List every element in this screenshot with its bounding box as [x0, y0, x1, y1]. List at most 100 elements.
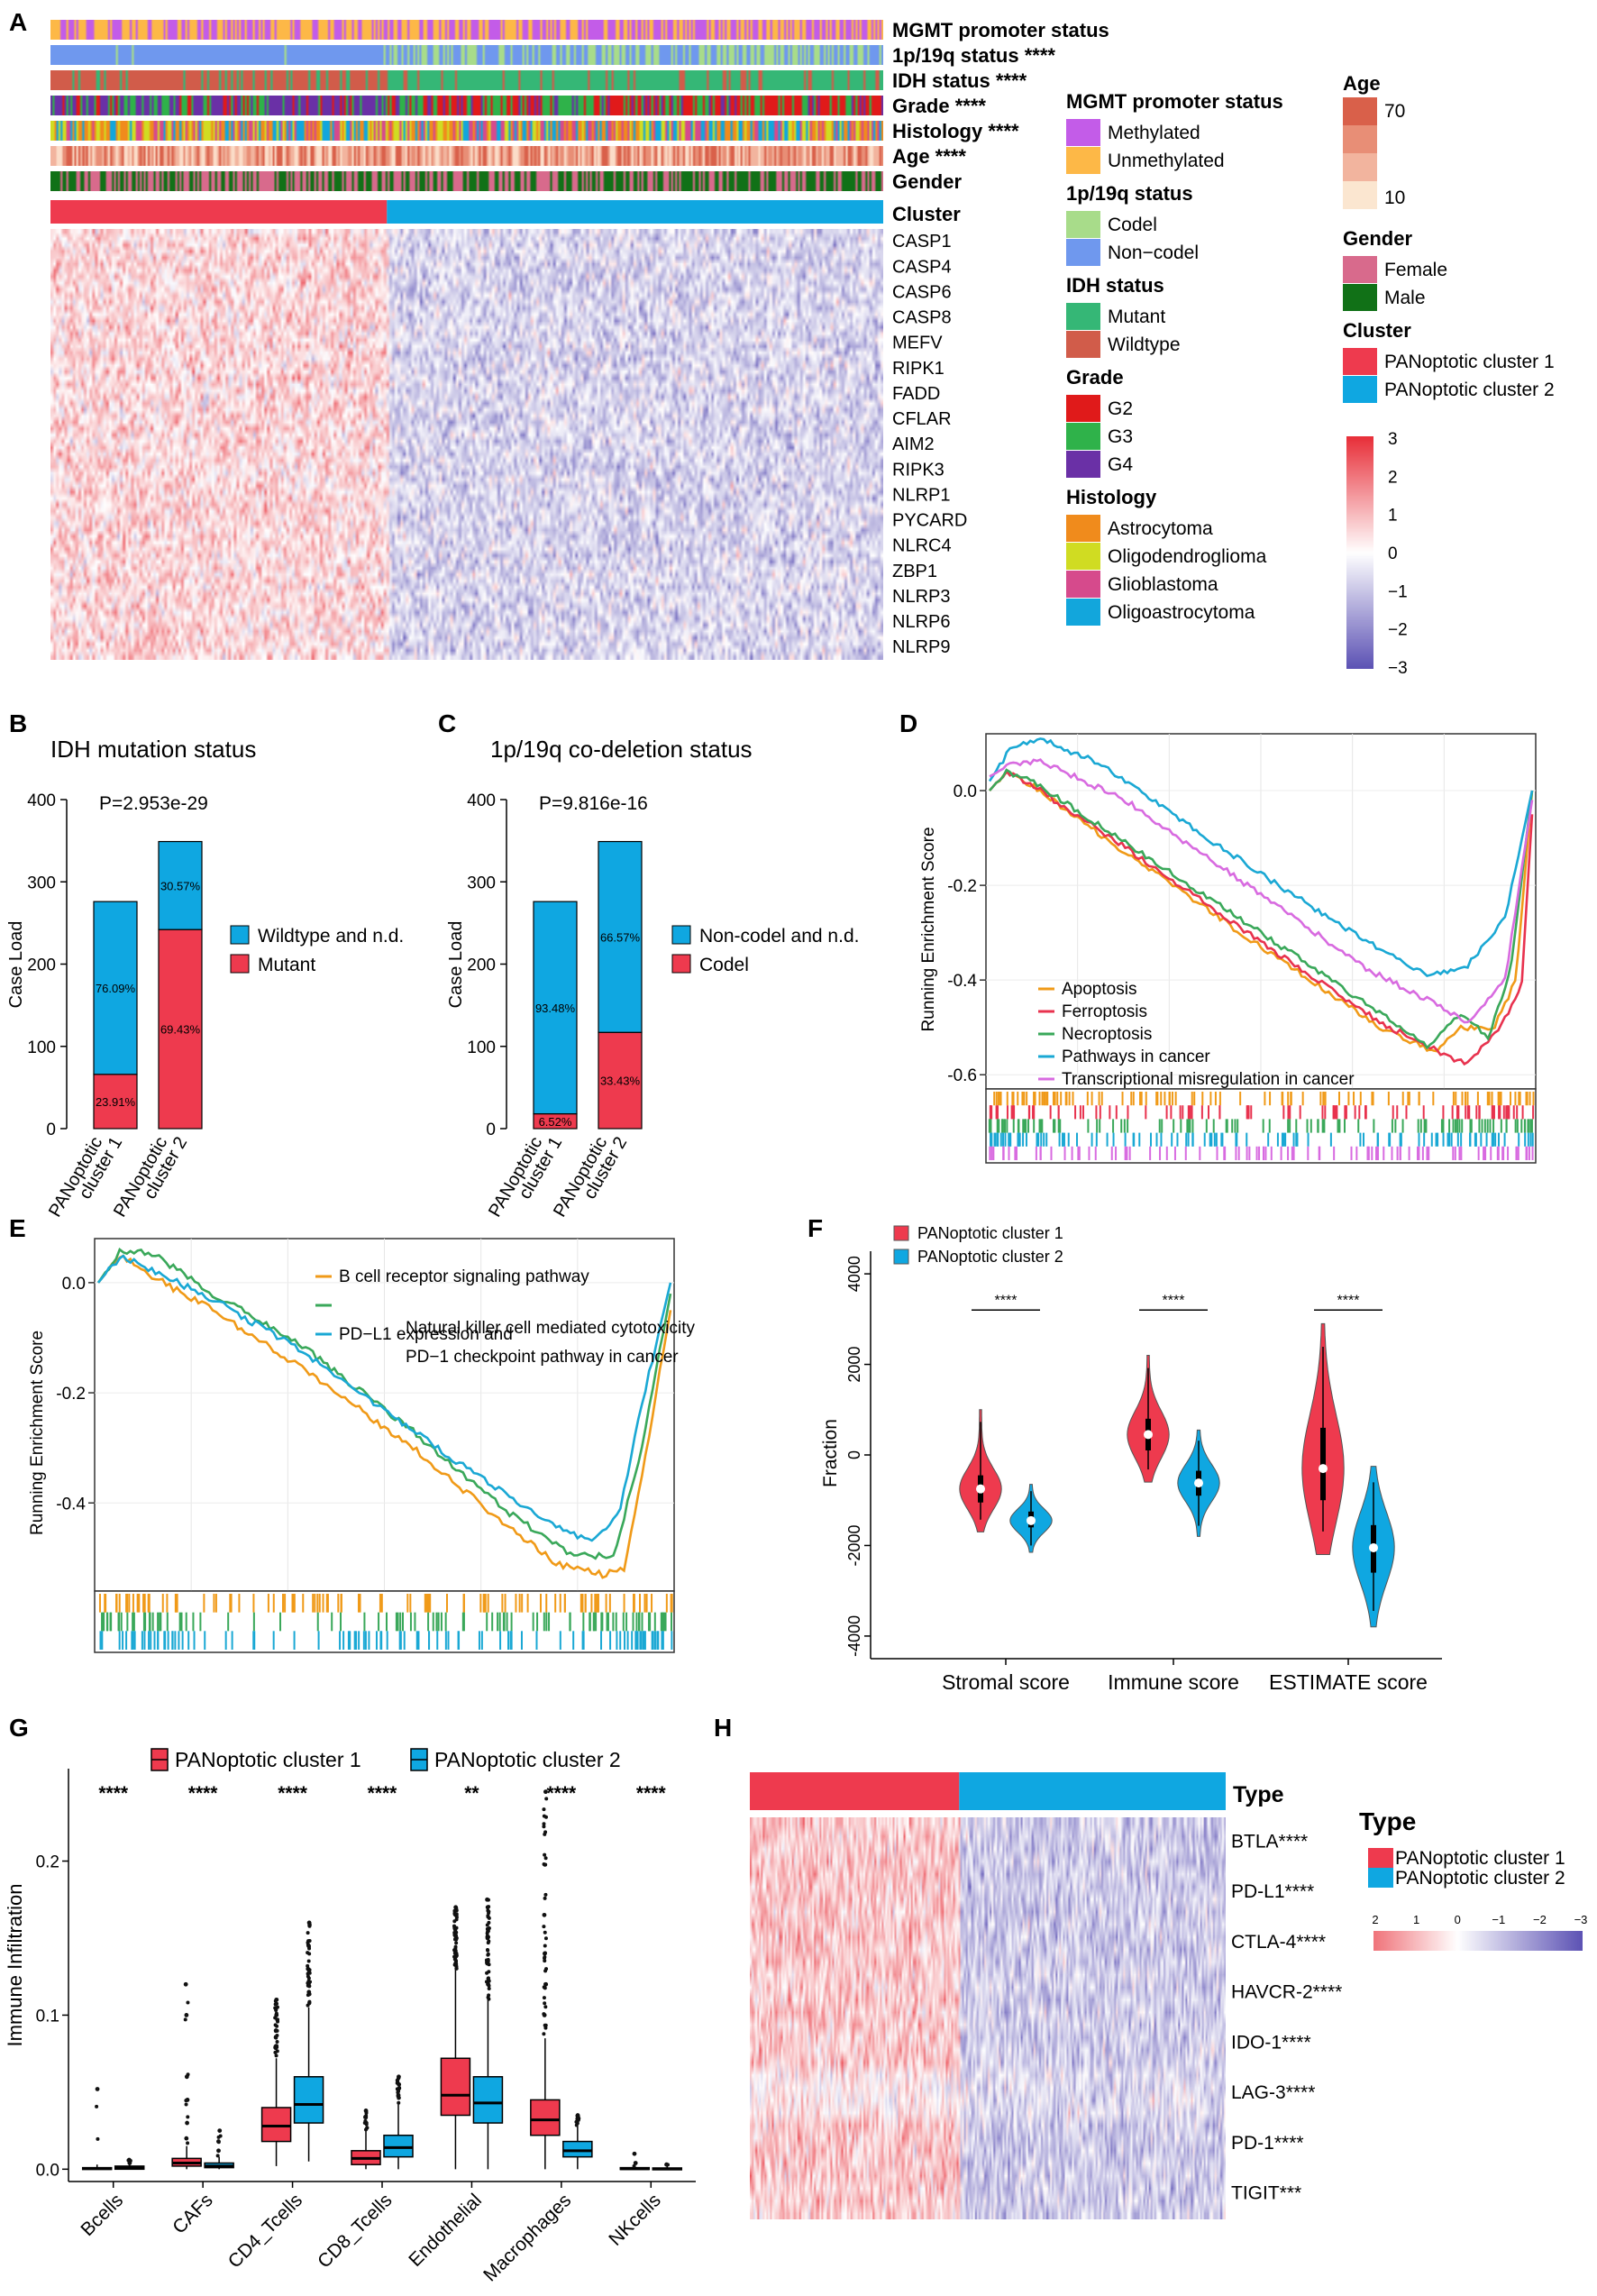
annotation-label: Grade **** — [892, 95, 986, 117]
legend-item: PANoptotic cluster 2 — [1384, 380, 1555, 400]
enrichment-line — [97, 1254, 672, 1579]
outlier-point — [306, 1976, 311, 1980]
bar-segment — [598, 1031, 643, 1130]
outlier-point — [574, 2119, 579, 2124]
outlier-point — [485, 1926, 489, 1931]
gene-label: NLRC4 — [892, 536, 952, 556]
box-body — [293, 2076, 324, 2124]
age-swatch — [1343, 97, 1377, 125]
legend-item: G4 — [1108, 454, 1133, 475]
checkpoint-heatmap — [750, 1817, 1226, 2219]
outlier-point — [632, 2151, 637, 2156]
outlier-point — [215, 2154, 220, 2158]
bar-label: 66.57% — [600, 930, 641, 944]
panel-f-violin: -4000 -2000 0 2000 4000 Fraction Stromal score… — [820, 1224, 1442, 1694]
outlier-point — [307, 1952, 312, 1956]
gene-label: IDO-1**** — [1231, 2032, 1311, 2053]
y-tick-label: 100 — [467, 1038, 496, 1057]
annotation-track — [50, 121, 883, 141]
outlier-point — [454, 1934, 459, 1938]
legend-item: Astrocytoma — [1108, 518, 1213, 539]
colorbar-tick: 1 — [1388, 507, 1398, 526]
y-tick-label: 400 — [467, 791, 496, 810]
outlier-point — [632, 2163, 636, 2168]
box-body — [472, 2076, 504, 2124]
y-tick-label: -0.2 — [56, 1385, 86, 1404]
enrichment-line — [989, 758, 1534, 1024]
violin-median — [1144, 1430, 1153, 1440]
y-tick-label: 4000 — [845, 1256, 863, 1292]
outlier-point — [487, 1986, 491, 1990]
enrichment-line — [989, 768, 1534, 1050]
gene-label: AIM2 — [892, 435, 935, 454]
outlier-point — [543, 1830, 548, 1834]
y-axis-label: Fraction — [820, 1419, 841, 1487]
legend-item: Oligodendroglioma — [1108, 546, 1267, 567]
outlier-point — [487, 1983, 491, 1988]
outlier-point — [485, 1935, 489, 1940]
legend-item: PANoptotic cluster 1 — [1395, 1848, 1565, 1869]
outlier-point — [216, 2140, 221, 2145]
legend-item: G2 — [1108, 398, 1133, 419]
y-tick-label: 0 — [486, 1121, 496, 1139]
gene-label: CTLA-4**** — [1231, 1932, 1326, 1953]
gene-label: PYCARD — [892, 511, 967, 531]
outlier-point — [486, 1941, 490, 1945]
y-tick-label: 200 — [467, 956, 496, 975]
outlier-point — [542, 1814, 546, 1818]
annotation-label: MGMT promoter status — [892, 19, 1109, 41]
annotation-track — [50, 96, 883, 115]
box-body — [440, 2057, 471, 2117]
outlier-point — [95, 2104, 99, 2108]
y-tick-label: 300 — [467, 874, 496, 892]
outlier-point — [454, 1930, 459, 1935]
outlier-point — [486, 1995, 490, 1999]
outlier-point — [452, 1954, 457, 1959]
outlier-point — [542, 1807, 546, 1812]
legend-item: PANoptotic cluster 1 — [917, 1224, 1063, 1242]
legend-swatch — [1066, 239, 1100, 266]
bar-label: 93.48% — [535, 1002, 576, 1015]
outlier-point — [306, 1931, 310, 1935]
x-tick-label: Immune score — [1108, 1670, 1239, 1694]
gene-label: NLRP3 — [892, 587, 950, 607]
outlier-point — [363, 2118, 368, 2123]
legend-swatch — [1066, 147, 1100, 174]
p-value: P=9.816e-16 — [539, 793, 648, 814]
outlier-point — [274, 2007, 278, 2011]
panel-letter-f: F — [808, 1214, 823, 1242]
panel-h-heatmap: Type BTLA**** PD-L1**** CTLA-4**** HAVCR-2**… — [750, 1772, 1587, 2219]
significance-mark: **** — [368, 1783, 398, 1804]
gene-label: BTLA**** — [1231, 1831, 1308, 1852]
legend-item: Codel — [1108, 215, 1157, 235]
outlier-point — [275, 2039, 279, 2044]
legend-swatch — [230, 954, 250, 974]
enrichment-line — [988, 737, 1534, 978]
significance-mark: **** — [1337, 1293, 1360, 1308]
outlier-point — [487, 1970, 491, 1974]
legend-swatch — [1343, 376, 1377, 403]
p-value: P=2.953e-29 — [99, 793, 208, 814]
legend-swatch — [1066, 543, 1100, 570]
legend-swatch — [1343, 348, 1377, 375]
legend-item: Codel — [699, 955, 749, 975]
bar-segment — [93, 901, 138, 1075]
gene-label: CASP8 — [892, 308, 952, 328]
gene-label: LAG-3**** — [1231, 2082, 1315, 2103]
legend-swatch — [230, 925, 250, 945]
outlier-point — [184, 2136, 189, 2141]
outlier-point — [216, 2135, 221, 2139]
legend-item: Non-codel and n.d. — [699, 926, 859, 947]
colorbar-tick: −2 — [1533, 1913, 1547, 1926]
violin-median — [1369, 1542, 1378, 1552]
outlier-point — [543, 1954, 547, 1959]
enrichment-line — [989, 769, 1534, 1066]
box-body — [260, 2107, 292, 2143]
legend-title: Gender — [1343, 227, 1412, 250]
legend-item: Methylated — [1108, 123, 1200, 143]
y-tick-label: -0.4 — [947, 972, 977, 991]
outlier-point — [306, 1940, 310, 1944]
legend-swatch — [1343, 256, 1377, 283]
colorbar — [1346, 436, 1373, 669]
gene-label: RIPK1 — [892, 359, 945, 379]
